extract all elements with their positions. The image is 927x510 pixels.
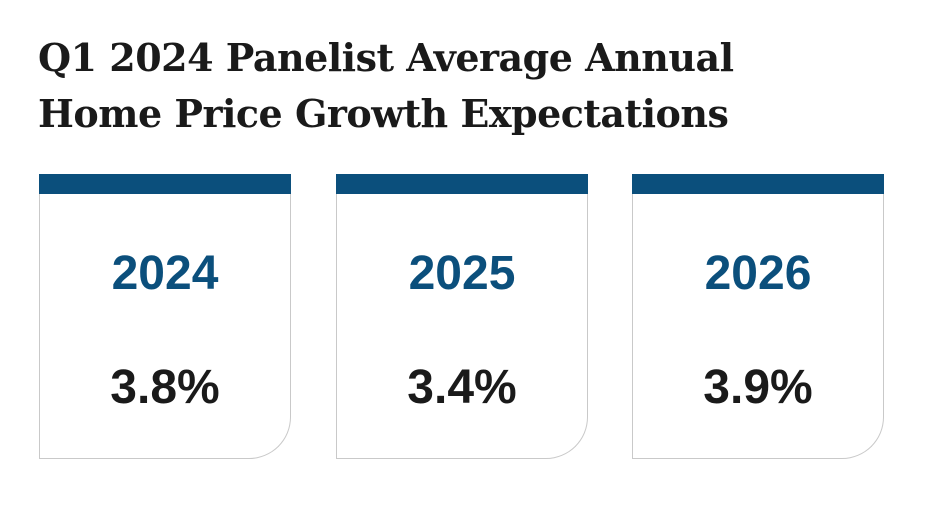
card-accent-bar <box>335 174 588 194</box>
card-2026: 2026 3.9% <box>631 174 884 459</box>
card-value: 3.8% <box>110 361 220 414</box>
card-year: 2025 <box>408 247 516 300</box>
card-year: 2024 <box>111 247 219 300</box>
card-value: 3.9% <box>703 361 813 414</box>
page-title: Q1 2024 Panelist Average Annual Home Pri… <box>38 30 898 142</box>
card-year: 2026 <box>704 247 812 300</box>
card-2025: 2025 3.4% <box>335 174 588 459</box>
card-2024: 2024 3.8% <box>38 174 291 459</box>
card-accent-bar <box>631 174 884 194</box>
card-value: 3.4% <box>407 361 517 414</box>
title-line-2: Home Price Growth Expectations <box>38 91 729 136</box>
title-line-1: Q1 2024 Panelist Average Annual <box>38 35 734 80</box>
card-accent-bar <box>38 174 291 194</box>
